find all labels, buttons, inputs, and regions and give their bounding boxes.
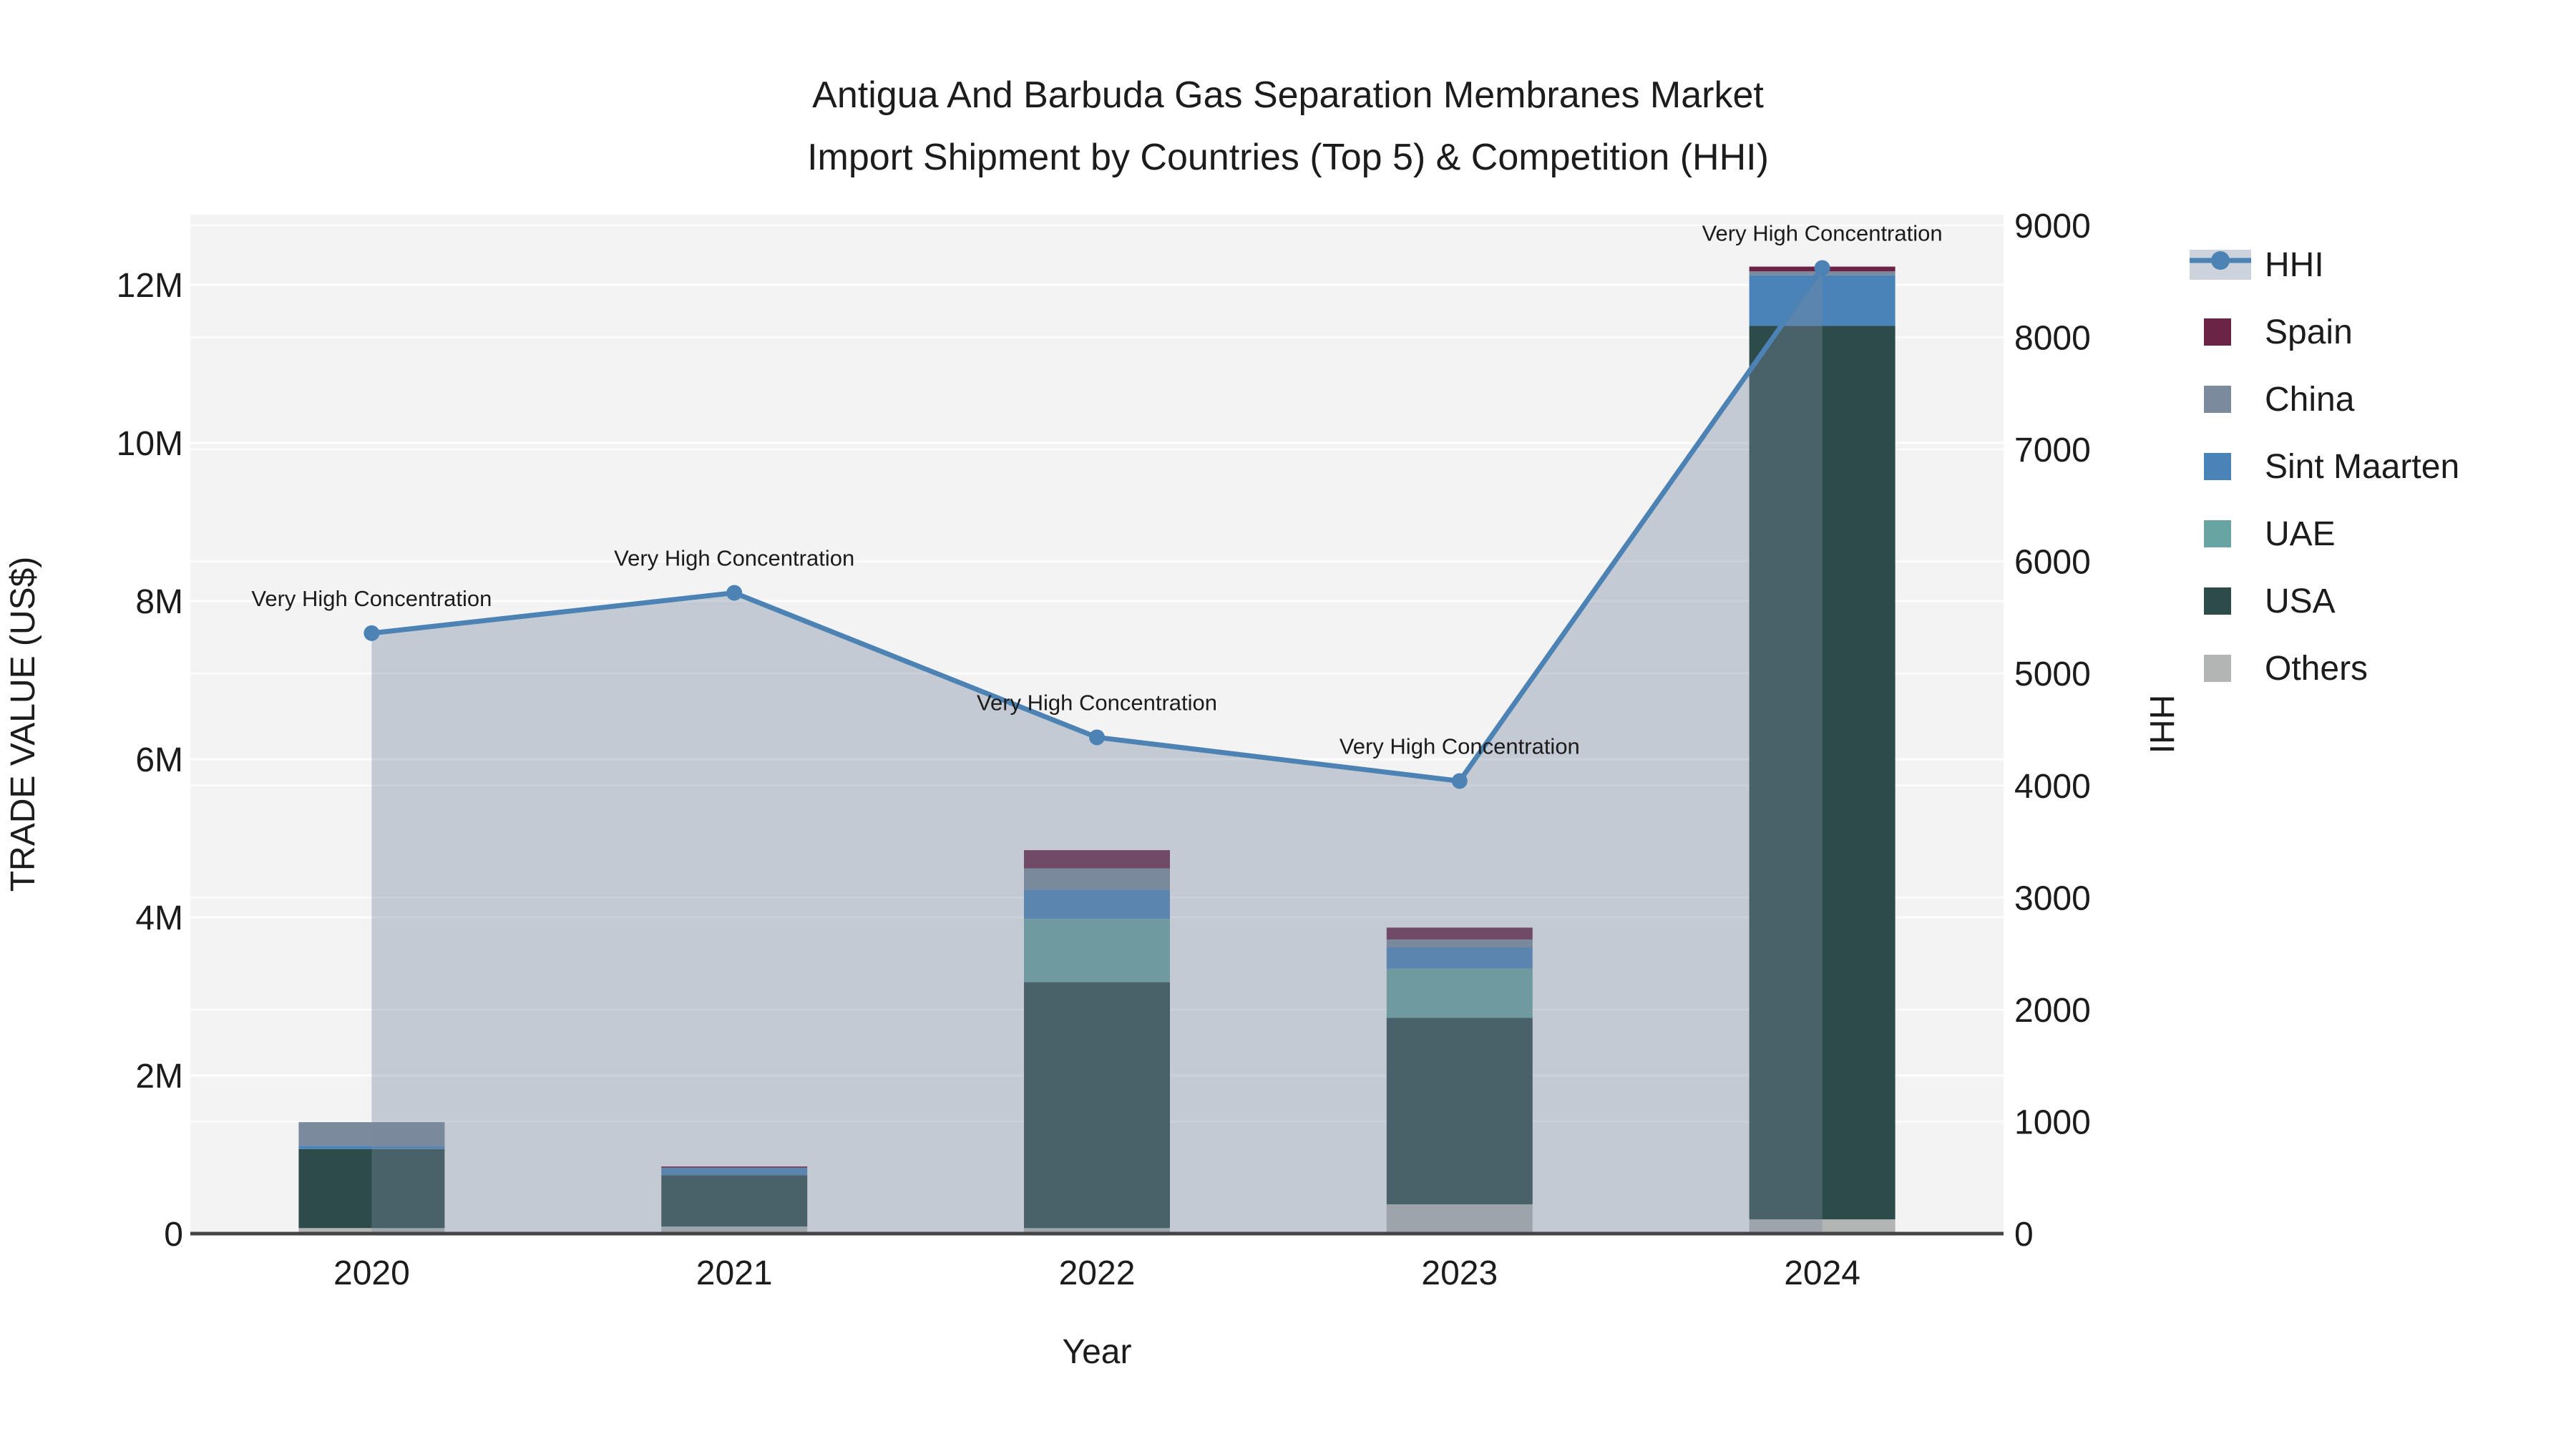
bar-series-group <box>298 266 1896 1234</box>
legend-swatch-others <box>2204 655 2231 682</box>
annotation-2024: Very High Concentration <box>1702 220 1943 245</box>
y-left-tick: 2M <box>135 1058 183 1096</box>
bar-segment-uae-2022 <box>1024 919 1170 982</box>
bar-segment-spain-2021 <box>661 1166 808 1169</box>
y-right-tick: 7000 <box>2014 431 2091 469</box>
chart-title-line1: Antigua And Barbuda Gas Separation Membr… <box>812 74 1764 116</box>
legend-label: Sint Maarten <box>2265 448 2459 486</box>
bar-segment-sint-maarten-2023 <box>1386 947 1533 969</box>
legend-label: HHI <box>2265 246 2324 284</box>
bar-segment-others-2023 <box>1386 1204 1533 1234</box>
legend-swatch-usa <box>2204 587 2231 615</box>
y-right-tick: 1000 <box>2014 1103 2091 1141</box>
bar-segment-sint-maarten-2020 <box>298 1146 445 1149</box>
legend-label: China <box>2265 381 2355 419</box>
y-left-tick: 10M <box>117 425 183 463</box>
bar-segment-china-2020 <box>298 1122 445 1146</box>
legend-item-spain[interactable]: Spain <box>2204 313 2353 351</box>
y-right-tick: 5000 <box>2014 655 2091 693</box>
x-tick-2022: 2022 <box>1059 1254 1136 1292</box>
bar-segment-sint-maarten-2024 <box>1749 275 1896 326</box>
y-right-axis-title: HHI <box>2142 695 2180 754</box>
y-left-axis-title: TRADE VALUE (US$) <box>4 557 42 892</box>
legend-label: Spain <box>2265 313 2353 351</box>
y-right-tick: 0 <box>2014 1216 2034 1254</box>
legend-item-hhi[interactable]: HHI <box>2190 246 2324 284</box>
bar-segment-sint-maarten-2021 <box>661 1168 808 1176</box>
x-tick-2021: 2021 <box>696 1254 773 1292</box>
bar-segment-china-2022 <box>1024 868 1170 890</box>
bar-segment-usa-2023 <box>1386 1018 1533 1205</box>
legend-swatch-uae <box>2204 520 2231 547</box>
x-axis-title: Year <box>1063 1333 1132 1371</box>
legend: HHI Spain China Sint Maarten UAE USA Others <box>2190 246 2459 688</box>
annotation-2021: Very High Concentration <box>614 546 854 571</box>
bar-segment-usa-2024 <box>1749 326 1896 1220</box>
y-right-tick: 2000 <box>2014 992 2091 1030</box>
hhi-marker-2024 <box>1814 260 1830 276</box>
y-left-tick: 6M <box>135 741 183 779</box>
annotation-2020: Very High Concentration <box>251 586 492 611</box>
bar-segment-usa-2020 <box>298 1148 445 1229</box>
bar-segment-spain-2022 <box>1024 850 1170 869</box>
bar-segment-usa-2021 <box>661 1175 808 1227</box>
bar-segment-sint-maarten-2022 <box>1024 889 1170 919</box>
bar-segment-spain-2023 <box>1386 927 1533 940</box>
y-right-tick: 3000 <box>2014 879 2091 917</box>
hhi-marker-2020 <box>364 625 380 641</box>
bar-segment-usa-2022 <box>1024 982 1170 1229</box>
legend-swatch-spain <box>2204 318 2231 346</box>
legend-item-sint-maarten[interactable]: Sint Maarten <box>2204 448 2459 486</box>
y-right-tick: 9000 <box>2014 208 2091 245</box>
x-tick-2024: 2024 <box>1784 1254 1860 1292</box>
bar-segment-china-2023 <box>1386 939 1533 947</box>
legend-item-uae[interactable]: UAE <box>2204 515 2336 553</box>
y-left-tick: 4M <box>135 899 183 937</box>
y-right-tick: 8000 <box>2014 320 2091 358</box>
legend-label: UAE <box>2265 515 2336 553</box>
bar-segment-others-2021 <box>661 1226 808 1234</box>
y-left-tick: 8M <box>135 583 183 621</box>
chart-title-line2: Import Shipment by Countries (Top 5) & C… <box>807 137 1769 178</box>
annotation-2023: Very High Concentration <box>1340 734 1580 759</box>
legend-item-usa[interactable]: USA <box>2204 582 2336 620</box>
legend-hhi-marker-sample <box>2211 251 2230 270</box>
bar-segment-others-2024 <box>1749 1219 1896 1234</box>
legend-item-china[interactable]: China <box>2204 381 2355 419</box>
y-left-tick: 12M <box>117 267 183 305</box>
legend-label: USA <box>2265 582 2336 620</box>
y-right-tick: 4000 <box>2014 768 2091 806</box>
axis-ticks: 0 2M 4M 6M 8M 10M 12M 0 1000 2000 3000 4000 5000 6000… <box>117 208 2091 1292</box>
hhi-area-fill <box>371 268 1823 1234</box>
hhi-marker-2022 <box>1089 729 1105 746</box>
legend-swatch-sint-maarten <box>2204 453 2231 480</box>
hhi-marker-2021 <box>726 585 743 601</box>
legend-label: Others <box>2265 650 2368 688</box>
y-left-tick: 0 <box>164 1216 183 1254</box>
legend-item-others[interactable]: Others <box>2204 650 2368 688</box>
legend-swatch-china <box>2204 386 2231 413</box>
bar-segment-uae-2023 <box>1386 968 1533 1018</box>
bar-segment-others-2022 <box>1024 1228 1170 1234</box>
hhi-marker-2023 <box>1451 773 1468 789</box>
bar-segment-others-2020 <box>298 1228 445 1234</box>
annotation-2022: Very High Concentration <box>977 690 1217 715</box>
x-tick-2023: 2023 <box>1421 1254 1498 1292</box>
y-right-tick: 6000 <box>2014 544 2091 582</box>
x-tick-2020: 2020 <box>333 1254 410 1292</box>
